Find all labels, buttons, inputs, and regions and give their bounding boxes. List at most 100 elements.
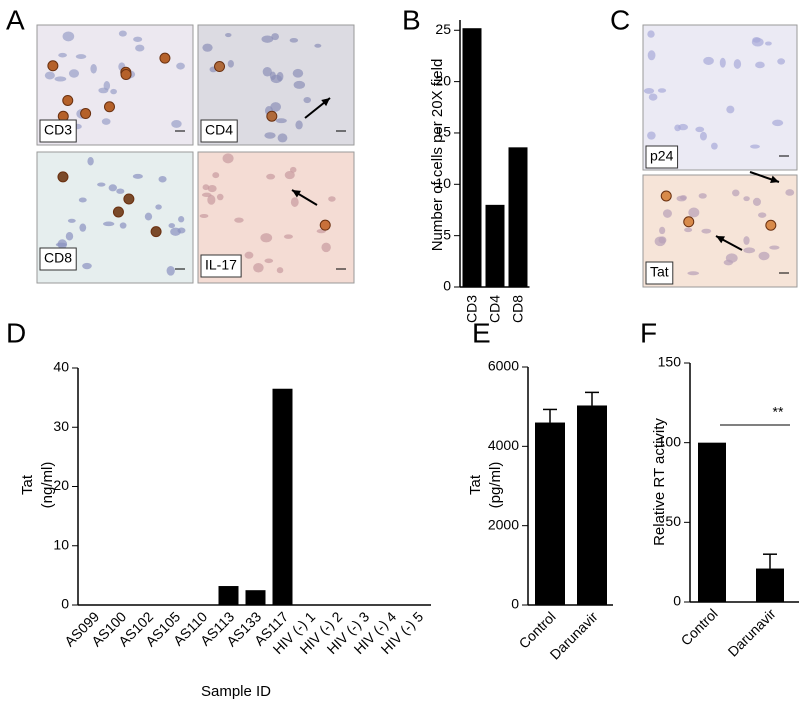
cell bbox=[199, 213, 209, 218]
x-tick-label: Darunavir bbox=[725, 605, 779, 659]
micrograph-label: IL-17 bbox=[205, 257, 237, 273]
cell bbox=[752, 197, 762, 206]
cell bbox=[726, 105, 735, 114]
label-box bbox=[39, 247, 77, 271]
cell bbox=[54, 76, 67, 82]
cell bbox=[155, 204, 162, 210]
cell bbox=[277, 133, 288, 143]
cell bbox=[657, 88, 667, 93]
cell bbox=[777, 58, 786, 65]
cell bbox=[719, 57, 726, 68]
y-tick-label: 20 bbox=[435, 72, 451, 88]
panel-letter: A bbox=[6, 4, 25, 35]
panel-letter: F bbox=[640, 317, 657, 348]
cell bbox=[678, 123, 688, 131]
cell bbox=[44, 71, 55, 80]
cell bbox=[212, 172, 220, 179]
cell bbox=[276, 267, 284, 274]
cell bbox=[132, 173, 143, 179]
cell bbox=[119, 222, 127, 229]
cell bbox=[703, 56, 714, 65]
cell bbox=[227, 60, 234, 68]
cell bbox=[303, 96, 312, 104]
cell bbox=[769, 245, 780, 250]
cell bbox=[293, 80, 306, 89]
y-tick-label: 100 bbox=[658, 433, 682, 449]
cell bbox=[295, 120, 303, 130]
cell bbox=[201, 192, 212, 198]
y-tick-label: 5 bbox=[443, 226, 451, 242]
annotation: ** bbox=[773, 404, 784, 420]
cell bbox=[743, 247, 756, 254]
label-box bbox=[200, 254, 242, 278]
y-tick-label: 4000 bbox=[488, 437, 519, 453]
cell bbox=[75, 54, 87, 59]
cell bbox=[328, 196, 336, 202]
y-tick-label: 10 bbox=[435, 175, 451, 191]
cell bbox=[178, 216, 185, 223]
label-box bbox=[645, 261, 674, 285]
panel-letter: B bbox=[402, 4, 421, 35]
cell bbox=[321, 242, 331, 253]
cell bbox=[171, 120, 182, 128]
x-axis-label: Sample ID bbox=[201, 683, 271, 700]
label-box bbox=[39, 119, 77, 143]
cell bbox=[177, 227, 186, 234]
cell bbox=[283, 234, 293, 239]
arrow-head bbox=[716, 236, 725, 244]
cell bbox=[290, 197, 299, 207]
cell bbox=[90, 64, 97, 74]
cell bbox=[743, 236, 750, 245]
micrograph-label: CD8 bbox=[44, 250, 72, 266]
cell bbox=[207, 194, 216, 205]
cell bbox=[755, 61, 765, 69]
stained-cell bbox=[57, 171, 69, 183]
y-axis-label: Tat bbox=[19, 474, 36, 495]
cell bbox=[772, 119, 784, 127]
y-tick-label: 0 bbox=[673, 593, 681, 609]
cell bbox=[264, 258, 274, 264]
cell bbox=[643, 87, 655, 94]
y-axis-label: Relative RT activity bbox=[651, 418, 668, 546]
cell bbox=[765, 41, 772, 46]
cell bbox=[698, 193, 707, 199]
cell bbox=[758, 212, 767, 218]
cell bbox=[253, 262, 264, 273]
cell bbox=[98, 87, 109, 94]
y-tick-label: 50 bbox=[665, 513, 681, 529]
cell bbox=[110, 88, 117, 95]
cell bbox=[785, 189, 795, 196]
cell bbox=[168, 223, 176, 229]
stained-cell bbox=[319, 219, 331, 231]
cell bbox=[275, 118, 287, 124]
cell bbox=[207, 184, 217, 193]
arrow-head bbox=[321, 98, 330, 107]
cell bbox=[225, 32, 232, 38]
cell bbox=[701, 228, 712, 234]
stained-cell bbox=[214, 61, 226, 73]
stained-cell bbox=[660, 190, 672, 202]
arrow-head bbox=[292, 190, 301, 198]
bar bbox=[272, 388, 293, 605]
cell bbox=[118, 30, 127, 37]
label-box bbox=[645, 145, 679, 169]
stained-cell bbox=[80, 108, 92, 120]
cell bbox=[647, 30, 655, 38]
cell bbox=[78, 197, 87, 203]
bar bbox=[218, 586, 239, 605]
cell bbox=[133, 36, 143, 42]
stained-cell bbox=[266, 110, 278, 122]
x-tick-label: CD8 bbox=[510, 295, 526, 323]
cell bbox=[758, 251, 770, 261]
y-axis-label: (pg/ml) bbox=[487, 462, 504, 509]
x-tick-label: Control bbox=[678, 605, 721, 648]
cell bbox=[68, 69, 80, 78]
cell bbox=[654, 236, 666, 247]
cell bbox=[261, 35, 274, 43]
cell bbox=[687, 271, 700, 276]
cell bbox=[750, 144, 760, 149]
arrow-head bbox=[770, 175, 779, 184]
bar bbox=[462, 28, 482, 287]
cell bbox=[79, 223, 87, 232]
